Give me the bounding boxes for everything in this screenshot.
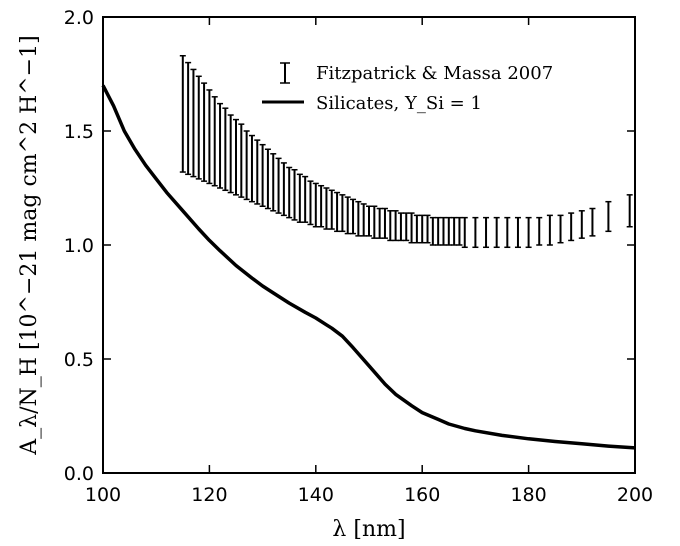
errorbar-170 (472, 216, 479, 249)
errorbar-182 (536, 216, 543, 246)
errorbar-124 (227, 114, 234, 194)
errorbar-160 (419, 214, 426, 244)
errorbar-184 (546, 214, 553, 246)
silicates-line (101, 84, 636, 450)
errorbar-151 (371, 205, 378, 239)
errorbar-132 (270, 153, 277, 212)
errorbar-133 (275, 157, 282, 214)
errorbar-120 (206, 89, 213, 185)
errorbar-188 (568, 212, 575, 242)
errorbar-162 (429, 216, 436, 246)
errorbar-154 (387, 210, 394, 242)
errorbar-149 (360, 203, 367, 237)
errorbar-127 (243, 130, 250, 201)
x-tick-label-160: 160 (404, 484, 440, 506)
errorbar-163 (435, 216, 442, 246)
errorbar-178 (514, 216, 521, 249)
x-tick-label-120: 120 (191, 484, 227, 506)
errorbar-199 (626, 194, 633, 228)
errorbar-172 (483, 216, 490, 249)
errorbar-165 (445, 216, 452, 246)
x-axis-label: λ [nm] (332, 517, 405, 542)
errorbar-117 (190, 68, 197, 178)
y-tick-label-1.0: 1.0 (64, 235, 94, 257)
errorbar-174 (493, 216, 500, 249)
errorbar-195 (605, 200, 612, 233)
y-tick-label-0.0: 0.0 (64, 463, 94, 485)
y-tick-label-0.5: 0.5 (64, 349, 94, 371)
errorbar-138 (302, 175, 309, 223)
errorbar-168 (461, 216, 468, 249)
errorbar-140 (312, 182, 319, 228)
errorbar-148 (355, 200, 362, 237)
errorbar-129 (254, 139, 261, 205)
errorbar-136 (291, 169, 298, 221)
errorbar-167 (456, 216, 463, 246)
errorbar-155 (392, 210, 399, 242)
errorbar-128 (248, 134, 255, 203)
errorbar-158 (408, 212, 415, 244)
errorbar-144 (334, 191, 341, 233)
errorbar-190 (578, 210, 585, 239)
errorbar-131 (264, 148, 271, 210)
errorbar-141 (318, 184, 325, 228)
errorbar-176 (504, 216, 511, 249)
errorbar-150 (366, 205, 372, 237)
errorbar-192 (589, 207, 596, 237)
y-tick-label-1.5: 1.5 (64, 121, 94, 143)
errorbar-118 (195, 75, 202, 180)
x-tick-label-200: 200 (617, 484, 653, 506)
errorbar-139 (307, 180, 314, 226)
errorbar-119 (201, 82, 208, 182)
errorbar-115 (179, 55, 186, 173)
errorbar-137 (296, 173, 303, 223)
legend: Fitzpatrick & Massa 2007 Silicates, Y_Si… (262, 62, 553, 114)
errorbar-125 (233, 118, 239, 196)
errorbar-126 (238, 123, 245, 198)
y-tick-label-2.0: 2.0 (64, 7, 94, 29)
errorbar-161 (424, 214, 431, 244)
x-tick-label-140: 140 (298, 484, 334, 506)
errorbar-147 (350, 198, 357, 235)
errorbar-145 (339, 194, 346, 233)
errorbar-116 (185, 61, 192, 176)
legend-label-silicates: Silicates, Y_Si = 1 (316, 93, 482, 114)
errorbar-156 (397, 212, 404, 242)
errorbar-146 (344, 196, 351, 235)
legend-label-fitzpatrick: Fitzpatrick & Massa 2007 (316, 63, 553, 84)
errorbar-164 (440, 216, 447, 246)
errorbar-152 (376, 207, 383, 239)
errorbar-134 (280, 162, 287, 217)
errorbar-130 (259, 143, 266, 207)
errorbar-166 (451, 216, 458, 246)
errorbar-153 (381, 207, 388, 239)
legend-errorbar-symbol (280, 62, 290, 84)
errorbar-121 (211, 96, 218, 187)
errorbar-135 (286, 166, 293, 219)
errorbar-142 (323, 187, 330, 230)
y-axis-label: A_λ/N_H [10^−21 mag cm^2 H^−1] (17, 35, 42, 455)
x-tick-label-100: 100 (85, 484, 121, 506)
errorbar-122 (217, 102, 224, 189)
errorbar-159 (413, 214, 420, 244)
x-tick-label-180: 180 (510, 484, 546, 506)
errorbar-143 (328, 189, 335, 230)
errorbar-180 (525, 216, 532, 249)
plot-layer (101, 55, 636, 450)
errorbar-186 (557, 214, 564, 244)
errorbar-157 (403, 212, 410, 242)
ticks-layer: 100 120 140 160 180 200 0.0 0.5 1.0 1.5 2.0 (64, 7, 653, 506)
errorbar-123 (222, 107, 229, 192)
